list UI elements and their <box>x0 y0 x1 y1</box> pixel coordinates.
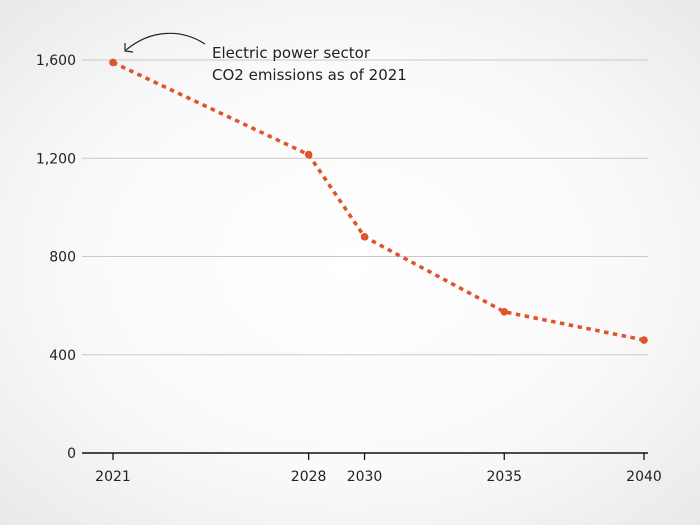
y-tick-label-0: 0 <box>67 446 76 462</box>
y-tick-label-400: 400 <box>49 348 76 364</box>
y-tick-label-1,200: 1,200 <box>36 151 76 167</box>
annotation-text-line-2: CO2 emissions as of 2021 <box>212 66 407 84</box>
x-axis-ticks: 2021 2028 2030 2035 2040 <box>95 453 662 485</box>
data-point-2035 <box>500 307 509 316</box>
x-tick-label-2035: 2035 <box>486 469 522 485</box>
data-point-2028 <box>304 150 313 159</box>
data-point-2040 <box>640 336 648 344</box>
x-tick-label-2030: 2030 <box>347 469 383 485</box>
series-line <box>112 60 645 342</box>
y-tick-label-1,600: 1,600 <box>36 53 76 69</box>
data-points <box>109 58 648 344</box>
x-tick-label-2040: 2040 <box>626 469 662 485</box>
annotation: Electric power sector CO2 emissions as o… <box>124 32 407 84</box>
x-tick-label-2021: 2021 <box>95 469 131 485</box>
data-point-2030 <box>360 233 369 241</box>
y-axis-ticks: 0 400 800 1,200 1,600 <box>36 53 76 462</box>
annotation-arrowhead <box>124 43 134 53</box>
annotation-arrow <box>125 32 206 51</box>
gridlines <box>82 59 648 454</box>
data-point-2021 <box>109 58 117 67</box>
x-tick-label-2028: 2028 <box>291 469 327 485</box>
y-tick-label-800: 800 <box>49 250 76 266</box>
annotation-text-line-1: Electric power sector <box>212 44 371 62</box>
